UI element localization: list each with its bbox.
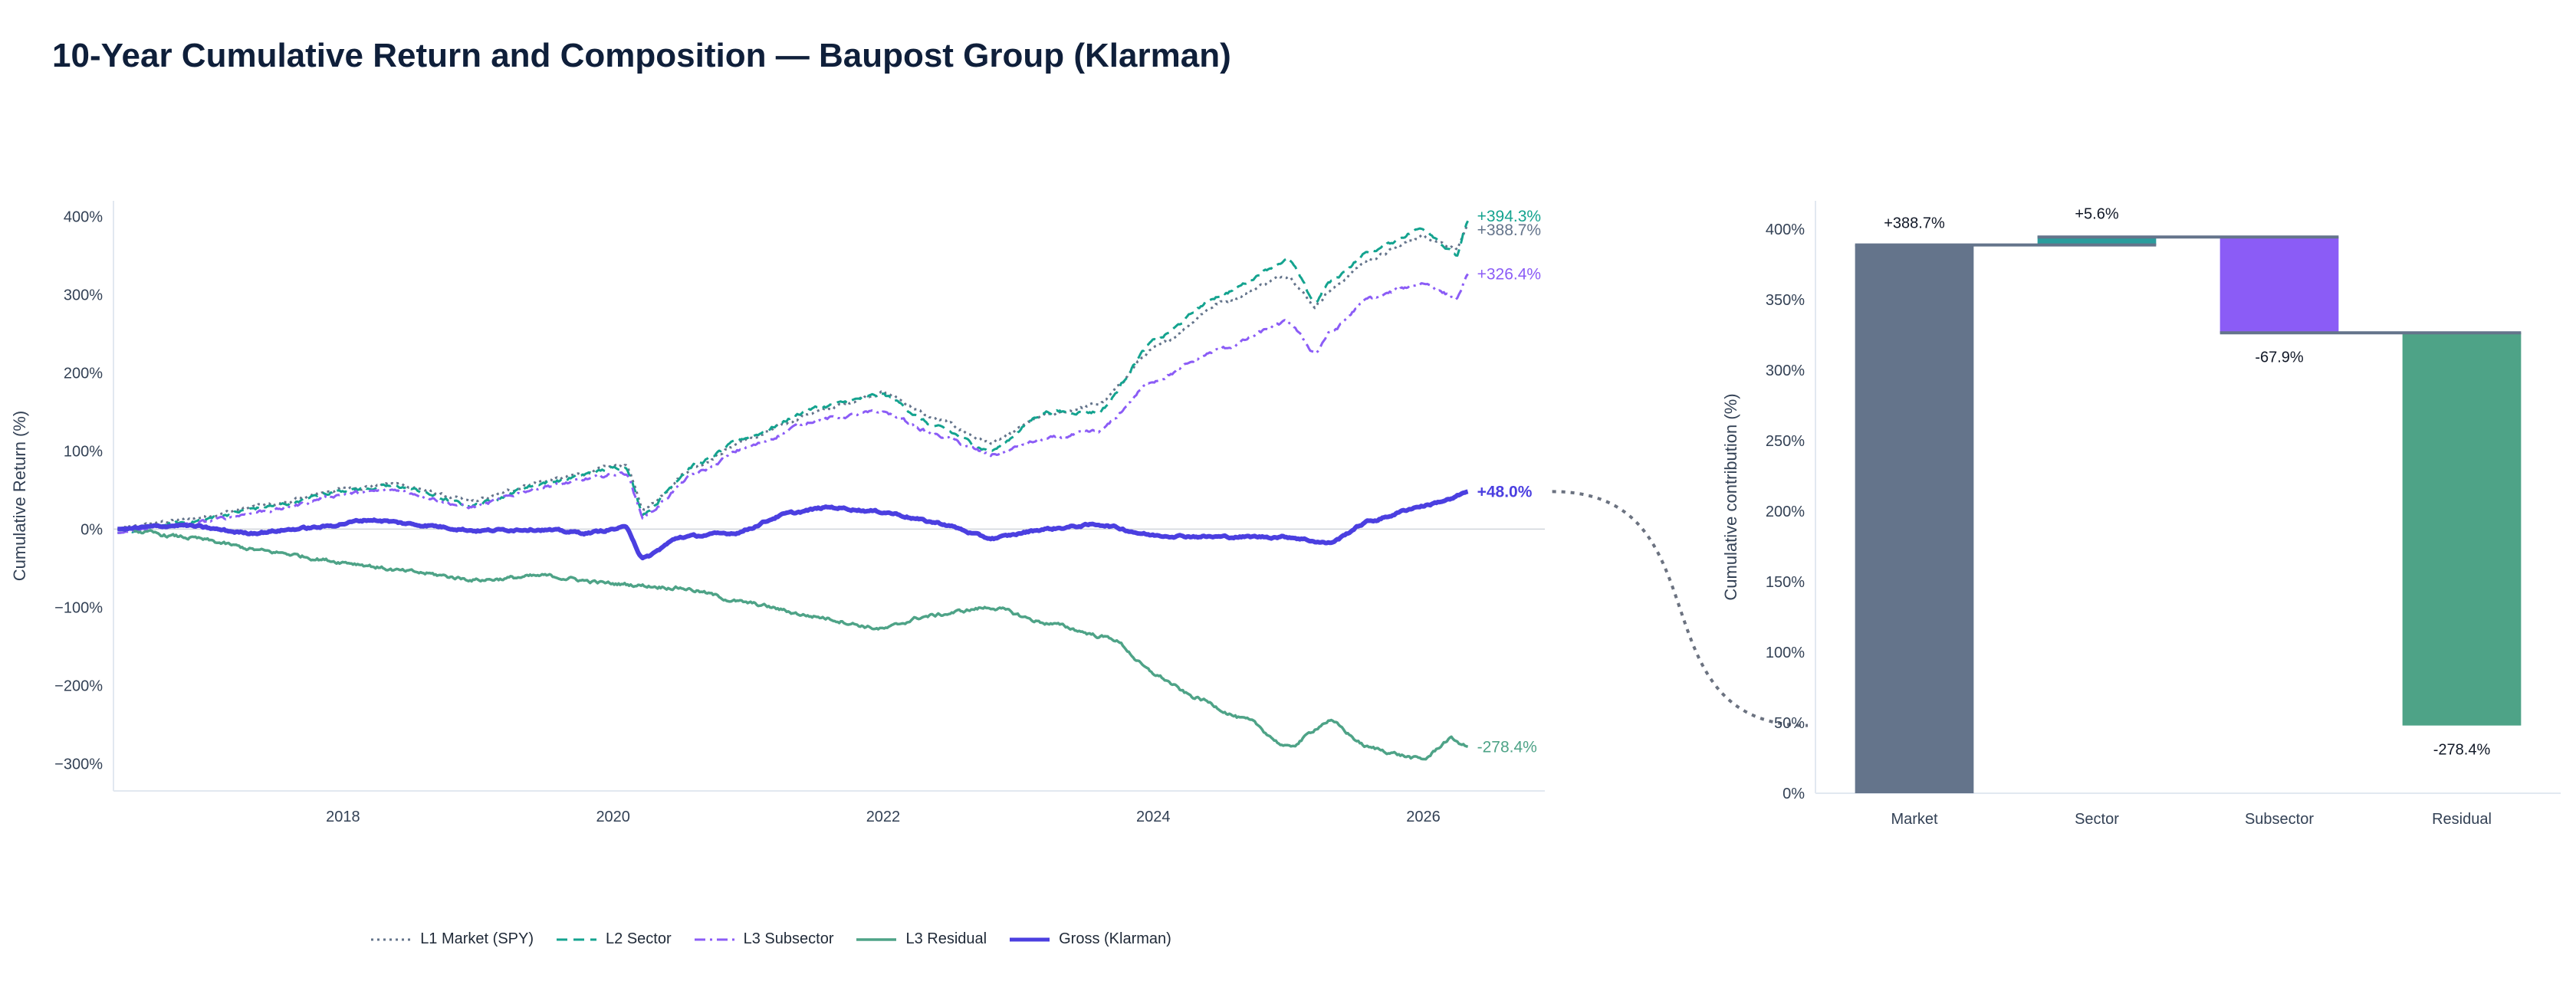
y-tick-label: −300% [54, 756, 103, 773]
legend-item-l2-sector: L2 Sector [555, 930, 672, 948]
bar-label-sector: +5.6% [2075, 206, 2118, 223]
end-label-gross-klarman: +48.0% [1477, 483, 1533, 500]
waterfall-chart: 0% 50% 100% 150% 200% 250% 300% 350% 400% Cumulat… [1721, 201, 2561, 828]
bar-market [1855, 244, 1974, 793]
bar-y-tick-label: 150% [1766, 574, 1805, 591]
legend: L1 Market (SPY) L2 Sector L3 Subsector L3 R… [0, 930, 1541, 948]
legend-label: L3 Subsector [743, 930, 834, 947]
legend-swatch [371, 938, 412, 940]
chart-title: 10-Year Cumulative Return and Compositio… [52, 37, 1231, 74]
legend-label: L2 Sector [606, 930, 672, 947]
y-tick-label: −200% [54, 678, 103, 694]
y-tick-label: 400% [64, 208, 103, 225]
y-tick-label: 300% [64, 287, 103, 303]
legend-label: L3 Residual [905, 930, 987, 947]
connector-curve [1552, 490, 1809, 727]
legend-swatch [557, 938, 597, 940]
line-chart: 400% 300% 200% 100% 0% −100% −200% −300% 2018 202… [10, 201, 1545, 825]
bar-y-tick-label: 0% [1783, 786, 1805, 802]
legend-item-l3-residual: L3 Residual [855, 930, 987, 948]
bar-y-tick-label: 200% [1766, 504, 1805, 520]
x-tick-label: 2020 [596, 809, 630, 825]
bar-y-tick-label: 350% [1766, 292, 1805, 309]
bar-y-axis-title: Cumulative contribution (%) [1721, 393, 1740, 600]
end-label-l2-sector: +394.3% [1477, 208, 1542, 225]
legend-label: Gross (Klarman) [1059, 930, 1171, 947]
series-line-l2-sector [117, 220, 1469, 534]
bar-residual [2402, 333, 2522, 726]
legend-item-gross-klarman: Gross (Klarman) [1008, 930, 1171, 948]
end-label-l1-market-spy: +388.7% [1477, 221, 1542, 239]
legend-swatch [1010, 937, 1050, 941]
series-line-l3-subsector [117, 273, 1469, 534]
x-tick-label: 2018 [326, 809, 360, 825]
bar-y-tick-label: 300% [1766, 363, 1805, 379]
bar-y-tick-label: 250% [1766, 433, 1805, 450]
y-axis-title: Cumulative Return (%) [10, 411, 29, 582]
series-line-l3-residual [117, 527, 1469, 761]
y-tick-label: −100% [54, 599, 103, 616]
bar-y-tick-label: 400% [1766, 221, 1805, 238]
x-tick-label: 2024 [1136, 809, 1171, 825]
bar-y-tick-label: 100% [1766, 645, 1805, 661]
end-label-l3-subsector: +326.4% [1477, 265, 1542, 283]
y-tick-label: 0% [80, 521, 103, 538]
legend-item-l1-market-spy: L1 Market (SPY) [370, 930, 534, 948]
legend-label: L1 Market (SPY) [420, 930, 534, 947]
connector-path [1552, 490, 1809, 727]
bar-x-tick-label: Residual [2432, 811, 2492, 828]
bar-x-tick-label: Sector [2075, 811, 2119, 828]
legend-item-l3-subsector: L3 Subsector [693, 930, 834, 948]
x-tick-label: 2026 [1406, 809, 1441, 825]
bar-subsector [2220, 237, 2339, 333]
legend-swatch [856, 937, 897, 941]
bar-label-residual: -278.4% [2433, 742, 2491, 759]
x-tick-label: 2022 [866, 809, 901, 825]
bar-y-tick-label: 50% [1774, 715, 1805, 732]
bar-x-tick-label: Subsector [2245, 811, 2314, 828]
legend-swatch [694, 938, 734, 940]
y-tick-label: 100% [64, 443, 103, 460]
bar-label-market: +388.7% [1884, 215, 1945, 232]
end-label-l3-residual: -278.4% [1477, 738, 1537, 756]
bar-x-tick-label: Market [1891, 811, 1938, 828]
series-line-gross-klarman [117, 489, 1469, 561]
bar-label-subsector: -67.9% [2255, 349, 2304, 366]
series-line-l1-market-spy [117, 225, 1469, 530]
y-tick-label: 200% [64, 365, 103, 382]
